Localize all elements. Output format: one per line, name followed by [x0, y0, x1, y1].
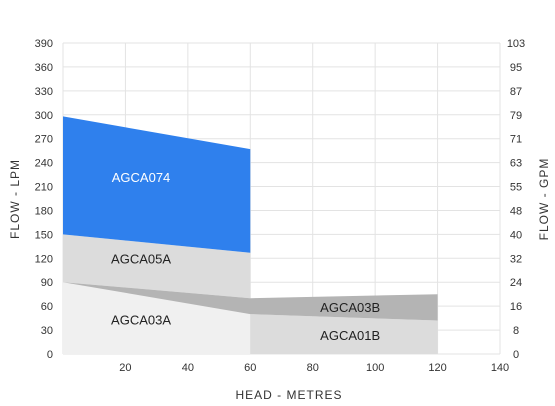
y2-tick-label: 40	[510, 229, 522, 241]
coverage-regions	[63, 116, 438, 354]
y-tick-label: 240	[35, 158, 53, 170]
y2-tick-label: 8	[513, 325, 519, 337]
x-tick-label: 60	[244, 362, 256, 374]
x-tick-label: 40	[182, 362, 194, 374]
y-tick-label: 0	[47, 349, 53, 361]
y-tick-label: 390	[35, 38, 53, 50]
y2-tick-label: 55	[510, 182, 522, 194]
y2-tick-label: 16	[510, 301, 522, 313]
y-tick-label: 90	[41, 277, 53, 289]
y-axis-ticks: 0 30 60 90 120 150 180 210 240 270 300 330 360 390	[35, 38, 53, 361]
y2-tick-label: 0	[513, 349, 519, 361]
y2-axis-title: FLOW - GPM	[537, 158, 551, 241]
y2-tick-label: 87	[510, 86, 522, 98]
x-tick-label: 20	[119, 362, 131, 374]
y-tick-label: 300	[35, 110, 53, 122]
region-agca05a	[63, 234, 251, 299]
y-tick-label: 270	[35, 134, 53, 146]
y-tick-label: 210	[35, 182, 53, 194]
x-tick-label: 140	[491, 362, 509, 374]
y2-tick-label: 71	[510, 134, 522, 146]
y2-axis-ticks: 0 8 16 24 32 40 48 55 63 71 79 87 95 103	[507, 38, 525, 361]
x-tick-label: 120	[428, 362, 446, 374]
region-agca03b	[63, 282, 438, 321]
y-tick-label: 60	[41, 301, 53, 313]
x-axis-ticks: 20 40 60 80 100 120 140	[119, 362, 509, 374]
x-tick-label: 100	[366, 362, 384, 374]
region-label-agca01b: AGCA01B	[320, 328, 380, 343]
y-axis-title: FLOW - LPM	[8, 159, 22, 239]
y2-tick-label: 63	[510, 158, 522, 170]
y2-tick-label: 32	[510, 253, 522, 265]
x-axis-title: HEAD - METRES	[235, 388, 342, 402]
region-label-agca074: AGCA074	[112, 170, 171, 185]
y-tick-label: 120	[35, 253, 53, 265]
y-tick-label: 150	[35, 229, 53, 241]
region-label-agca03b: AGCA03B	[320, 300, 380, 315]
region-label-agca05a: AGCA05A	[111, 251, 171, 266]
y2-tick-label: 79	[510, 110, 522, 122]
region-labels: AGCA03A AGCA01B AGCA05A AGCA03B AGCA074	[111, 170, 380, 343]
y-tick-label: 360	[35, 62, 53, 74]
y2-tick-label: 103	[507, 38, 525, 50]
y2-tick-label: 24	[510, 277, 522, 289]
region-agca074	[63, 116, 251, 253]
y-tick-label: 330	[35, 86, 53, 98]
y-tick-label: 180	[35, 205, 53, 217]
y2-tick-label: 95	[510, 62, 522, 74]
y2-tick-label: 48	[510, 205, 522, 217]
region-label-agca03a: AGCA03A	[111, 313, 171, 328]
region-agca01b	[250, 314, 438, 354]
y-tick-label: 30	[41, 325, 53, 337]
x-tick-label: 80	[307, 362, 319, 374]
